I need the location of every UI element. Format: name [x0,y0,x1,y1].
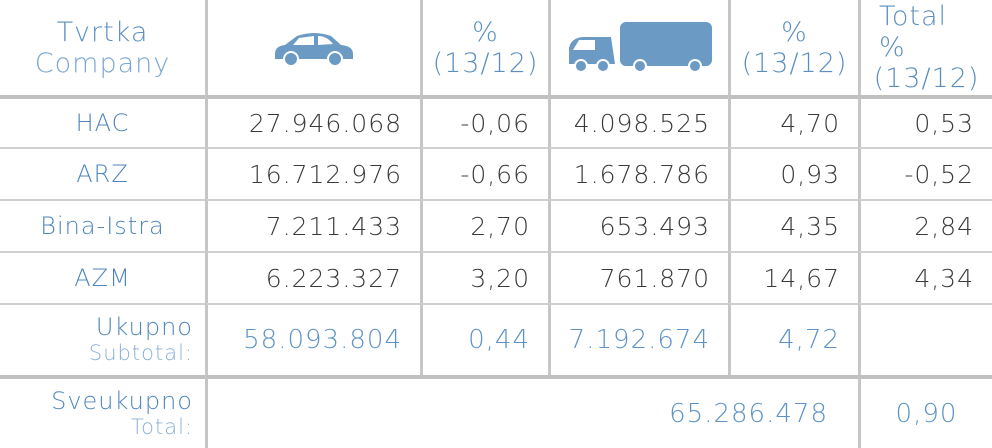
truck-icon [568,22,712,73]
header-subtext: (13/12) [873,63,980,94]
data-cell: 4,34 [858,251,992,303]
header-text: Total % [879,1,948,63]
subtotal-cell: 4,72 [728,303,858,375]
data-cell: 1.678.786 [548,147,728,199]
company-cell: AZM [0,251,205,303]
header-subtext: (13/12) [432,47,539,79]
data-cell: 6.223.327 [205,251,420,303]
header-text: % [781,16,808,48]
empty-cell [858,303,992,375]
header-cell: % (13/12) [728,0,858,95]
label-cell: Sveukupno Total: [0,375,205,448]
label-text: Sveukupno [51,386,193,415]
data-cell: -0,06 [420,95,548,147]
data-cell: 0,93 [728,147,858,199]
company-cell: Bina-Istra [0,199,205,251]
header-cell: % (13/12) [420,0,548,95]
label-subtext: Total: [130,414,193,439]
data-cell: 4.098.525 [548,95,728,147]
header-subtext: Company [34,47,171,79]
data-cell: 7.211.433 [205,199,420,251]
header-text: Tvrtka [56,16,149,48]
data-cell: 27.946.068 [205,95,420,147]
data-cell: 3,20 [420,251,548,303]
data-cell: -0,66 [420,147,548,199]
data-cell: 653.493 [548,199,728,251]
data-cell: 0,53 [858,95,992,147]
label-text: Ukupno [95,313,193,341]
data-cell: 761.870 [548,251,728,303]
subtotal-cell: 0,44 [420,303,548,375]
header-cell: Total % (13/12) [858,0,992,95]
total-pct-cell: 0,90 [858,375,992,448]
car-icon [275,32,353,67]
total-cell: 65.286.478 [205,375,858,448]
subtotal-cell: 7.192.674 [548,303,728,375]
header-subtext: (13/12) [741,47,848,79]
data-cell: 4,70 [728,95,858,147]
data-cell: 2,70 [420,199,548,251]
header-cell: Tvrtka Company [0,0,205,95]
truck-header [548,0,728,95]
label-cell: Ukupno Subtotal: [0,303,205,375]
data-cell: 2,84 [858,199,992,251]
company-cell: HAC [0,95,205,147]
car-header [205,0,420,95]
data-cell: 4,35 [728,199,858,251]
label-subtext: Subtotal: [88,341,193,365]
company-cell: ARZ [0,147,205,199]
subtotal-cell: 58.093.804 [205,303,420,375]
data-cell: 16.712.976 [205,147,420,199]
data-cell: 14,67 [728,251,858,303]
data-cell: -0,52 [858,147,992,199]
header-text: % [472,16,499,48]
